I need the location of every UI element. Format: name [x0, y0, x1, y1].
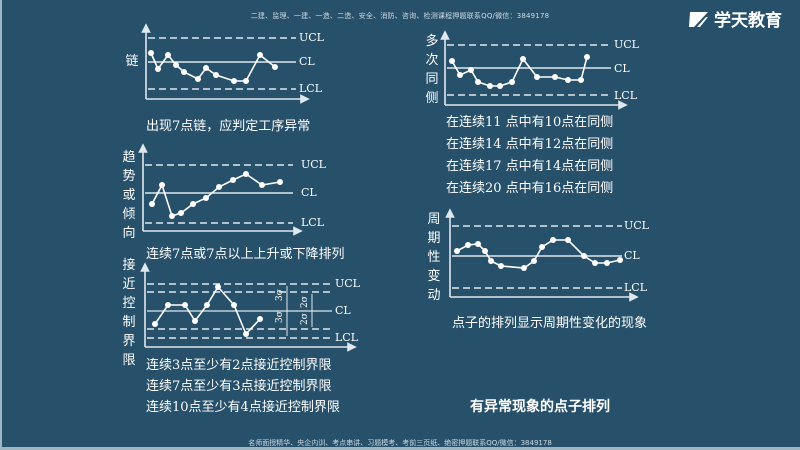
cl-label: CL — [614, 62, 630, 75]
side-label-periodic: 周期性变动 — [427, 212, 441, 303]
logo-text: 学天教育 — [714, 11, 782, 31]
caption-same-side: 在连续17 点中有14点在同侧 — [446, 159, 614, 174]
ucl-label: UCL — [335, 277, 360, 290]
chart-trend — [138, 143, 303, 236]
caption-near-limits: 连续7点至少有3点接近控制界限 — [146, 379, 332, 394]
data-points-chain — [148, 50, 278, 84]
side-label-chain: 链 — [125, 54, 139, 69]
caption-near-limits: 连续3点至少有2点接近控制界限 — [146, 358, 332, 373]
data-points-trend — [149, 171, 283, 219]
side-label-near-limits: 接近控制界限 — [122, 258, 136, 368]
lcl-label: LCL — [299, 82, 323, 95]
lcl-label: LCL — [614, 89, 638, 102]
chart-periodic — [445, 208, 639, 302]
logo-mark-icon — [689, 11, 708, 27]
slide-title: 有异常现象的点子排列 — [470, 399, 610, 415]
cl-label: CL — [299, 55, 315, 68]
lcl-label: LCL — [301, 216, 325, 229]
caption-same-side: 在连续14 点中有12点在同侧 — [446, 137, 614, 152]
lcl-label: LCL — [335, 331, 359, 344]
lcl-label: LCL — [624, 281, 648, 294]
caption-trend: 连续7点或7点以上上升或下降排列 — [146, 247, 345, 262]
caption-periodic: 点子的排列显示周期性变化的现象 — [452, 316, 648, 331]
data-points-near-limits — [152, 284, 263, 337]
data-points-periodic — [454, 237, 623, 271]
side-label-same-side: 多次同侧 — [425, 34, 439, 106]
ucl-label: UCL — [299, 31, 324, 44]
caption-same-side: 在连续20 点中有16点在同侧 — [446, 181, 614, 196]
caption-near-limits: 连续10点至少有4点接近控制界限 — [146, 400, 340, 415]
chart-near-limits — [140, 262, 357, 352]
sigma-label: 2σ — [299, 296, 310, 308]
caption-chain: 出现7点链，应判定工序异常 — [146, 119, 311, 134]
logo: 学天教育 — [688, 6, 782, 31]
footer-note: 名师面授精华、央企内训、考点串讲、习题模考、考前三页纸、绝密押题联系QQ/微信：… — [248, 439, 552, 447]
sigma-label: 3σ — [274, 289, 285, 301]
side-label-trend: 趋势或倾向 — [122, 150, 136, 241]
ucl-label: UCL — [624, 219, 649, 232]
header-note: 二建、监理、一建、一造、二造、安全、消防、咨询、检测课程押题联系QQ/微信：38… — [250, 12, 550, 20]
ucl-label: UCL — [301, 158, 326, 171]
data-points-same-side — [449, 54, 590, 89]
sigma-label: 3σ — [274, 311, 285, 323]
ucl-label: UCL — [614, 38, 639, 51]
caption-same-side: 在连续11 点中有10点在同侧 — [446, 115, 614, 130]
chart-chain — [141, 23, 310, 104]
cl-label: CL — [335, 304, 351, 317]
cl-label: CL — [301, 186, 317, 199]
cl-label: CL — [624, 249, 640, 262]
sigma-label: 2σ — [299, 313, 310, 325]
